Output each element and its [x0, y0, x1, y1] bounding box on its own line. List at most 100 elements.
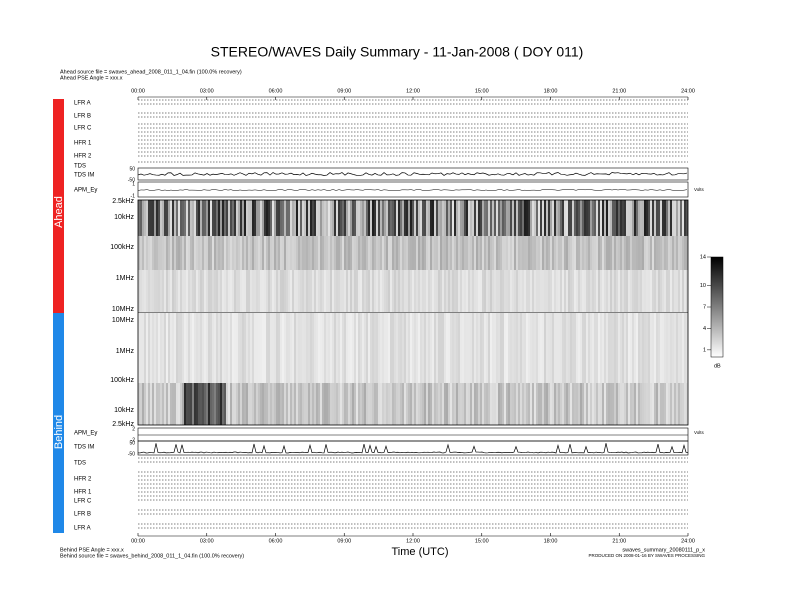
- spec-cell: [402, 383, 404, 425]
- spec-cell: [420, 200, 422, 236]
- spec-cell: [390, 200, 392, 236]
- spec-cell: [522, 236, 524, 270]
- spec-cell: [626, 313, 628, 383]
- spec-cell: [578, 383, 580, 425]
- spec-cell: [336, 313, 338, 383]
- spec-cell: [546, 383, 548, 425]
- spec-cell: [158, 270, 160, 312]
- spec-cell: [310, 200, 312, 236]
- spec-cell: [346, 200, 348, 236]
- spec-cell: [606, 200, 608, 236]
- spec-cell: [202, 236, 204, 270]
- spec-cell: [372, 313, 374, 383]
- spec-cell: [622, 313, 624, 383]
- spec-cell: [562, 236, 564, 270]
- ahead-label: Ahead: [53, 196, 65, 228]
- spec-cell: [324, 270, 326, 312]
- spec-cell: [646, 313, 648, 383]
- spec-cell: [526, 383, 528, 425]
- spec-cell: [546, 200, 548, 236]
- spec-cell: [196, 313, 198, 383]
- spec-cell: [684, 200, 686, 236]
- spec-cell: [460, 383, 462, 425]
- spec-cell: [662, 313, 664, 383]
- spec-cell: [162, 236, 164, 270]
- spec-cell: [290, 236, 292, 270]
- spec-cell: [208, 270, 210, 312]
- spec-cell: [412, 270, 414, 312]
- spec-cell: [608, 313, 610, 383]
- spec-cell: [368, 270, 370, 312]
- spec-cell: [164, 200, 166, 236]
- spec-cell: [310, 383, 312, 425]
- spec-cell: [462, 200, 464, 236]
- spec-cell: [568, 236, 570, 270]
- spec-cell: [288, 200, 290, 236]
- spec-cell: [278, 383, 280, 425]
- spec-cell: [682, 383, 684, 425]
- spec-cell: [234, 270, 236, 312]
- spec-cell: [456, 270, 458, 312]
- spec-cell: [424, 270, 426, 312]
- row-label: TDS IM: [74, 445, 94, 451]
- spec-cell: [192, 270, 194, 312]
- spec-cell: [388, 200, 390, 236]
- spec-cell: [558, 236, 560, 270]
- spec-cell: [448, 236, 450, 270]
- spec-cell: [458, 200, 460, 236]
- spec-cell: [636, 236, 638, 270]
- spec-cell: [592, 313, 594, 383]
- spec-cell: [276, 313, 278, 383]
- spec-cell: [308, 270, 310, 312]
- spec-cell: [368, 236, 370, 270]
- spec-cell: [634, 270, 636, 312]
- spec-cell: [334, 200, 336, 236]
- time-tick-label: 18:00: [544, 538, 558, 544]
- spec-cell: [402, 313, 404, 383]
- spec-cell: [482, 383, 484, 425]
- spec-cell: [554, 313, 556, 383]
- spec-cell: [494, 236, 496, 270]
- spec-cell: [426, 200, 428, 236]
- spec-cell: [304, 383, 306, 425]
- spec-cell: [560, 236, 562, 270]
- spectrogram: [138, 200, 688, 425]
- spec-cell: [266, 200, 268, 236]
- spec-cell: [670, 200, 672, 236]
- spec-cell: [570, 236, 572, 270]
- spec-cell: [550, 383, 552, 425]
- spec-cell: [298, 236, 300, 270]
- spec-cell: [582, 200, 584, 236]
- spec-cell: [374, 236, 376, 270]
- spec-cell: [500, 200, 502, 236]
- spec-cell: [454, 383, 456, 425]
- spec-cell: [280, 383, 282, 425]
- row-label: HFR 2: [74, 477, 92, 483]
- spec-cell: [626, 270, 628, 312]
- spec-cell: [430, 200, 432, 236]
- spec-cell: [256, 313, 258, 383]
- spec-cell: [406, 313, 408, 383]
- time-tick-label: 21:00: [612, 88, 626, 94]
- spec-cell: [250, 236, 252, 270]
- spec-cell: [418, 313, 420, 383]
- spec-cell: [616, 313, 618, 383]
- spec-cell: [392, 270, 394, 312]
- spec-cell: [342, 200, 344, 236]
- spec-cell: [234, 200, 236, 236]
- spec-cell: [552, 383, 554, 425]
- spec-cell: [210, 200, 212, 236]
- spec-cell: [170, 200, 172, 236]
- spec-cell: [460, 236, 462, 270]
- spec-cell: [566, 383, 568, 425]
- spec-cell: [294, 313, 296, 383]
- spec-cell: [496, 236, 498, 270]
- spec-cell: [500, 383, 502, 425]
- spec-cell: [172, 270, 174, 312]
- spec-cell: [540, 313, 542, 383]
- spec-cell: [366, 313, 368, 383]
- spec-cell: [216, 236, 218, 270]
- spec-cell: [162, 313, 164, 383]
- spec-cell: [440, 236, 442, 270]
- spec-cell: [594, 383, 596, 425]
